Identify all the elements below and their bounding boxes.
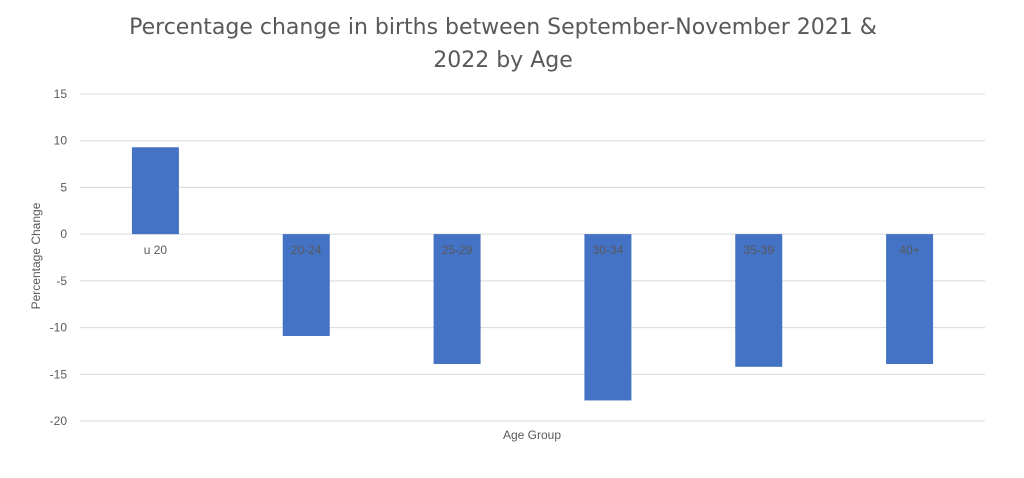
y-tick-label: 10 (54, 134, 68, 148)
category-label: 40+ (899, 243, 919, 257)
y-tick-label: -10 (50, 321, 68, 335)
category-label: 30-34 (593, 243, 624, 257)
y-tick-label: 0 (60, 227, 67, 241)
x-axis-title: Age Group (503, 428, 561, 442)
y-axis-tick-labels: 15 10 5 0 -5 -10 -15 -20 (50, 87, 68, 428)
bar-u-20 (131, 147, 179, 235)
bar-25-29 (433, 234, 481, 365)
gridlines (80, 93, 985, 422)
bar-20-24 (282, 234, 330, 336)
chart-title-line-1: Percentage change in births between Sept… (129, 15, 877, 40)
bar-35-39 (735, 234, 783, 367)
category-label: 35-39 (743, 243, 774, 257)
chart-title-line-2: 2022 by Age (433, 48, 573, 73)
category-label: u 20 (144, 243, 168, 257)
category-label: 25-29 (442, 243, 473, 257)
bar-40plus (886, 234, 934, 365)
y-axis-title: Percentage Change (29, 202, 43, 309)
category-label: 20-24 (291, 243, 322, 257)
y-tick-label: -15 (50, 367, 68, 381)
y-tick-label: 15 (54, 87, 68, 101)
category-labels: u 20 20-24 25-29 30-34 35-39 40+ (144, 243, 920, 257)
y-tick-label: -20 (50, 414, 68, 428)
bar-30-34 (584, 234, 632, 401)
bars (131, 147, 934, 401)
y-tick-label: -5 (56, 274, 67, 288)
y-tick-label: 5 (60, 180, 67, 194)
